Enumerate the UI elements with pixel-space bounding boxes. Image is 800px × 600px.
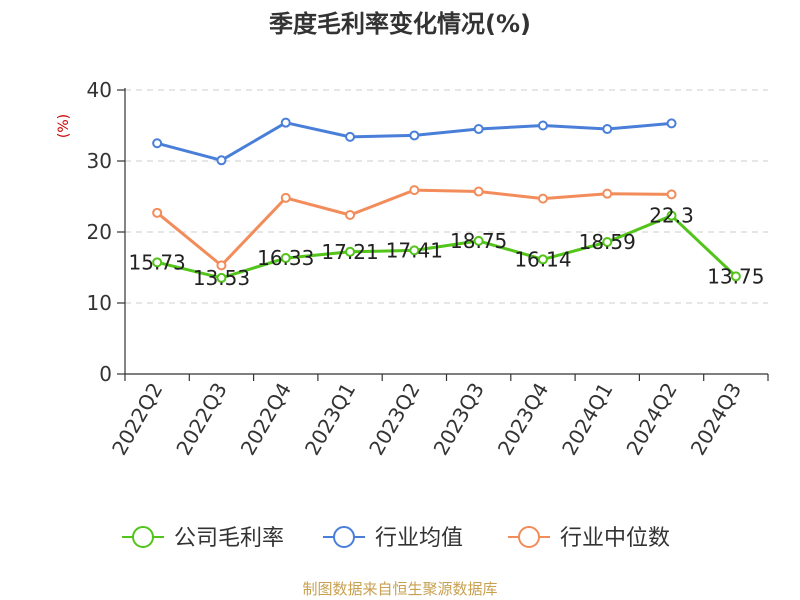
y-tick-label: 0 bbox=[99, 362, 112, 386]
legend-marker bbox=[333, 526, 355, 548]
x-tick-label: 2023Q2 bbox=[364, 379, 424, 460]
data-point bbox=[152, 138, 163, 149]
data-point bbox=[152, 257, 163, 268]
data-point bbox=[345, 209, 356, 220]
y-axis-unit: (%) bbox=[56, 114, 72, 138]
data-label: 17.41 bbox=[386, 238, 443, 262]
data-label: 18.59 bbox=[579, 230, 636, 254]
data-point bbox=[409, 185, 420, 196]
data-point bbox=[280, 192, 291, 203]
data-point bbox=[280, 117, 291, 128]
data-point bbox=[602, 188, 613, 199]
legend: 公司毛利率 行业均值 行业中位数 bbox=[122, 526, 670, 551]
data-point bbox=[666, 189, 677, 200]
data-point bbox=[537, 254, 548, 265]
data-label: 22.3 bbox=[649, 204, 694, 228]
data-point bbox=[152, 207, 163, 218]
data-point bbox=[345, 131, 356, 142]
x-tick-label: 2024Q2 bbox=[621, 379, 681, 460]
x-tick-label: 2022Q3 bbox=[171, 379, 231, 460]
y-tick-label: 30 bbox=[87, 149, 112, 173]
data-point bbox=[537, 193, 548, 204]
x-tick-label: 2022Q2 bbox=[107, 379, 167, 460]
x-tick-label: 2023Q3 bbox=[429, 379, 489, 460]
data-point bbox=[666, 118, 677, 129]
data-label: 13.75 bbox=[707, 264, 764, 288]
data-point bbox=[473, 124, 484, 135]
data-point bbox=[216, 260, 227, 271]
data-label: 16.33 bbox=[257, 246, 314, 270]
data-label: 17.21 bbox=[321, 240, 378, 264]
x-tick-label: 2024Q3 bbox=[686, 379, 746, 460]
series-line bbox=[156, 214, 737, 280]
data-point bbox=[602, 124, 613, 135]
x-tick-label: 2023Q1 bbox=[300, 379, 360, 460]
data-point bbox=[537, 120, 548, 131]
data-point bbox=[730, 271, 741, 282]
y-tick-label: 20 bbox=[87, 220, 112, 244]
legend-label: 行业中位数 bbox=[560, 526, 670, 551]
data-labels: 15.73 13.53 16.33 17.21 17.41 18.75 16.14 18.59… bbox=[129, 204, 765, 290]
legend-marker bbox=[518, 526, 540, 548]
legend-label: 公司毛利率 bbox=[174, 526, 284, 551]
data-point bbox=[666, 210, 677, 221]
data-point bbox=[473, 235, 484, 246]
legend-label: 行业均值 bbox=[375, 526, 463, 551]
source-note: 制图数据来自恒生聚源数据库 bbox=[302, 580, 497, 598]
y-tick-label: 40 bbox=[87, 78, 112, 102]
data-point bbox=[216, 155, 227, 166]
data-point bbox=[216, 272, 227, 283]
data-point bbox=[409, 245, 420, 256]
data-point bbox=[280, 253, 291, 264]
grid-lines bbox=[125, 89, 768, 304]
data-label: 16.14 bbox=[514, 247, 571, 271]
data-point bbox=[473, 186, 484, 197]
data-label: 18.75 bbox=[450, 229, 507, 253]
data-point bbox=[345, 246, 356, 257]
data-point bbox=[409, 130, 420, 141]
data-point bbox=[602, 237, 613, 248]
x-tick-label: 2023Q4 bbox=[493, 379, 553, 460]
y-tick-label: 10 bbox=[87, 291, 112, 315]
data-label: 15.73 bbox=[129, 250, 186, 274]
legend-marker bbox=[132, 526, 154, 548]
data-label: 13.53 bbox=[193, 266, 250, 290]
series-line bbox=[156, 121, 672, 162]
x-tick-label: 2024Q1 bbox=[557, 379, 617, 460]
x-tick-label: 2022Q4 bbox=[236, 379, 296, 460]
series-lines bbox=[152, 117, 741, 283]
chart-title: 季度毛利率变化情况(%) bbox=[269, 10, 531, 38]
